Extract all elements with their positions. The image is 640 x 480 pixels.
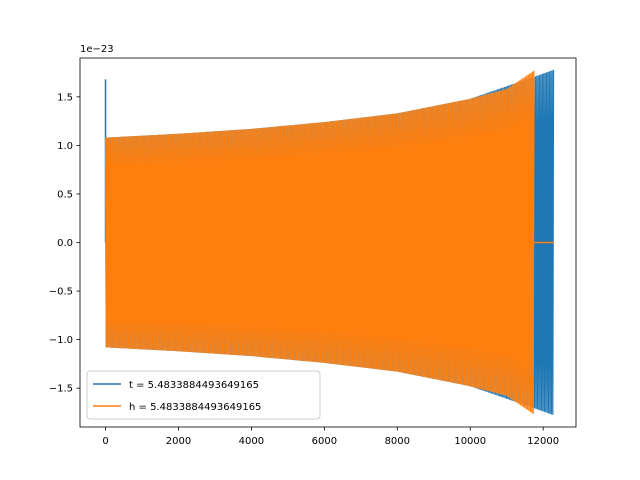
y-axis: −1.5 −1.0 −0.5 0.0 0.5 1.0 1.5 bbox=[49, 92, 80, 395]
y-tick-label: −1.5 bbox=[49, 384, 73, 395]
x-axis: 0 2000 4000 6000 8000 10000 12000 bbox=[102, 427, 559, 447]
x-tick-label: 12000 bbox=[527, 436, 559, 447]
y-offset-text: 1e−23 bbox=[80, 44, 114, 55]
y-tick-label: 1.0 bbox=[57, 141, 73, 152]
x-tick-label: 6000 bbox=[312, 436, 337, 447]
legend-label-h: h = 5.4833884493649165 bbox=[129, 402, 261, 413]
legend-frame bbox=[86, 370, 321, 420]
x-tick-label: 8000 bbox=[385, 436, 410, 447]
y-tick-label: −1.0 bbox=[49, 335, 73, 346]
x-tick-label: 0 bbox=[102, 436, 108, 447]
x-tick-label: 2000 bbox=[166, 436, 191, 447]
plot-area bbox=[104, 69, 555, 415]
y-tick-label: 0.0 bbox=[57, 238, 73, 249]
legend-label-t: t = 5.4833884493649165 bbox=[129, 380, 259, 391]
x-tick-label: 4000 bbox=[239, 436, 264, 447]
x-tick-label: 10000 bbox=[454, 436, 486, 447]
y-tick-label: 0.5 bbox=[57, 189, 73, 200]
y-tick-label: −0.5 bbox=[49, 287, 73, 298]
y-tick-label: 1.5 bbox=[57, 92, 73, 103]
legend: t = 5.4833884493649165 h = 5.48338844936… bbox=[86, 370, 321, 420]
series-line-1 bbox=[104, 70, 535, 414]
